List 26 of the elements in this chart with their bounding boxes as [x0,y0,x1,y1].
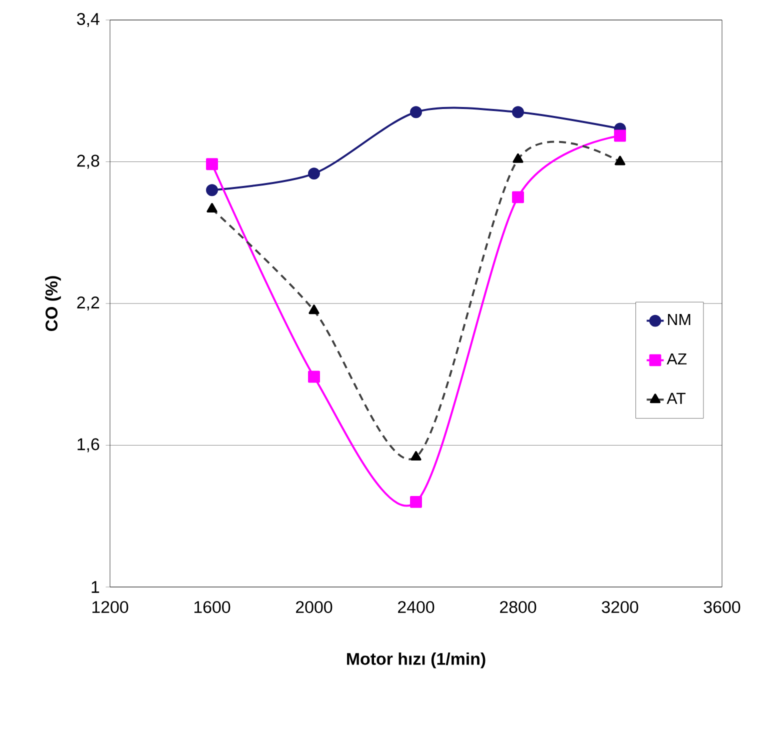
y-tick-label: 1 [92,581,100,593]
y-axis-title: CO (%) [45,276,61,332]
x-tick-label: 2400 [398,601,434,614]
y-tick-label: 2,8 [77,154,100,169]
point [410,496,422,508]
legend-label: NM [668,314,690,326]
legend-label: AZ [666,353,687,364]
x-tick-label: 2800 [500,601,536,614]
x-tick-label: 1600 [194,601,230,614]
point [308,168,320,180]
point [512,191,524,204]
x-tick-label: 3200 [602,601,638,614]
point [206,158,218,170]
point [308,370,320,383]
x-axis-title: Motor hızı (1/min) [347,652,486,668]
point [206,184,218,196]
point [410,106,422,118]
legend-label: AT [666,392,686,404]
x-tick-label: 2000 [296,601,332,614]
y-tick-label: 2,2 [77,296,100,310]
point [614,130,626,142]
x-tick-label: 1200 [92,601,128,614]
x-tick-label: 3600 [704,601,740,614]
y-tick-label: 1,6 [78,438,100,452]
y-tick-label: 3,4 [77,12,100,27]
point [512,106,524,118]
